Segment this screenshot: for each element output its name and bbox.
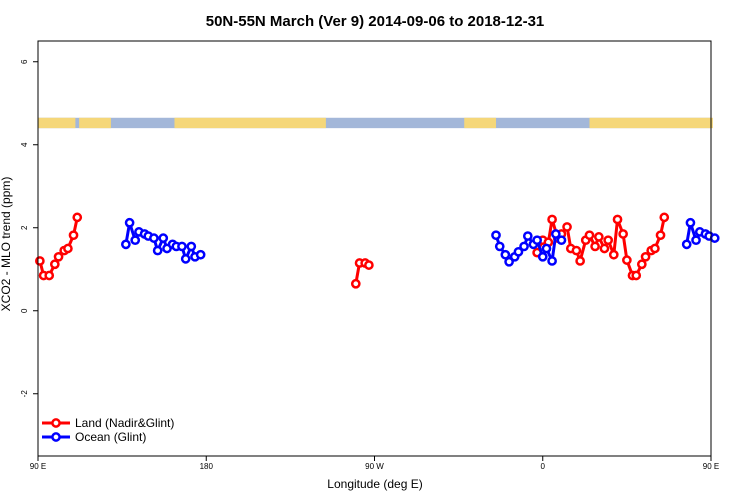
land-band — [174, 117, 326, 129]
data-point — [63, 243, 73, 254]
data-point — [49, 259, 60, 270]
data-point — [709, 233, 720, 243]
x-axis-label: Longitude (deg E) — [327, 477, 422, 491]
data-point — [44, 270, 55, 281]
data-point — [691, 235, 701, 246]
data-point — [513, 246, 524, 257]
land-band — [589, 117, 713, 129]
data-point — [636, 259, 647, 270]
data-point — [491, 230, 501, 241]
data-point — [631, 270, 642, 281]
chart-title: 50N-55N March (Ver 9) 2014-09-06 to 2018… — [206, 13, 545, 30]
y-tick-label: 0 — [20, 308, 29, 313]
data-point — [53, 251, 64, 262]
ocean-band — [38, 117, 711, 129]
x-tick-label: 180 — [200, 462, 214, 471]
data-point — [522, 231, 533, 241]
x-axis: 90 E 180 90 W 0 90 E — [30, 456, 719, 471]
data-point — [655, 230, 666, 241]
data-point — [590, 241, 600, 252]
data-point — [547, 214, 557, 225]
data-point — [149, 233, 159, 243]
data-point — [612, 214, 623, 225]
data-point — [180, 254, 191, 264]
data-point — [364, 260, 374, 270]
data-point — [562, 222, 572, 232]
y-tick-label: 6 — [20, 59, 29, 64]
land-band — [464, 117, 497, 129]
legend: Land (Nadir&Glint)Ocean (Glint) — [42, 416, 174, 444]
y-tick-label: 2 — [20, 225, 29, 230]
data-point — [603, 235, 614, 246]
data-point — [195, 249, 206, 260]
data-point — [685, 217, 696, 228]
y-axis-label: XCO2 - MLO trend (ppm) — [0, 177, 13, 312]
data-point — [537, 251, 548, 262]
data-point — [152, 245, 163, 256]
y-axis: -2 0 2 4 6 — [20, 59, 38, 397]
data-point — [571, 245, 582, 256]
data-point — [608, 249, 619, 260]
legend-label: Land (Nadir&Glint) — [75, 416, 174, 430]
y-tick-label: 4 — [20, 142, 29, 147]
series-ocean — [121, 217, 720, 267]
data-point — [177, 241, 187, 252]
x-tick-label: 90 E — [30, 462, 46, 471]
y-tick-label: -2 — [20, 390, 29, 398]
data-point — [575, 256, 585, 266]
data-point — [158, 233, 169, 243]
data-point — [550, 229, 561, 239]
data-point — [532, 235, 542, 246]
data-point — [622, 255, 632, 265]
legend-label: Ocean (Glint) — [75, 430, 146, 444]
data-point — [584, 230, 595, 241]
data-point — [519, 241, 529, 252]
data-point — [35, 256, 45, 266]
data-point — [121, 239, 131, 250]
data-point — [593, 232, 604, 242]
legend-marker — [51, 432, 61, 442]
x-tick-label: 90 E — [703, 462, 719, 471]
data-point — [500, 249, 511, 260]
data-point — [599, 243, 610, 254]
legend-marker — [51, 418, 61, 428]
data-point — [72, 212, 83, 223]
data-point — [650, 243, 660, 254]
data-point — [124, 217, 135, 228]
data-point — [681, 239, 692, 250]
data-point — [350, 278, 361, 289]
data-point — [68, 230, 79, 241]
land-band — [38, 117, 76, 129]
x-tick-label: 0 — [541, 462, 546, 471]
land-band — [79, 117, 111, 129]
data-point — [618, 229, 628, 239]
data-point — [547, 256, 557, 266]
series-layer — [35, 212, 720, 289]
data-point — [494, 241, 505, 252]
land-ocean-strip — [38, 117, 713, 129]
data-point — [541, 243, 552, 254]
data-point — [504, 256, 514, 267]
data-point — [130, 235, 141, 246]
x-tick-label: 90 W — [365, 462, 384, 471]
data-point — [640, 251, 651, 262]
data-point — [556, 235, 567, 246]
data-point — [659, 212, 670, 223]
data-point — [186, 241, 197, 252]
